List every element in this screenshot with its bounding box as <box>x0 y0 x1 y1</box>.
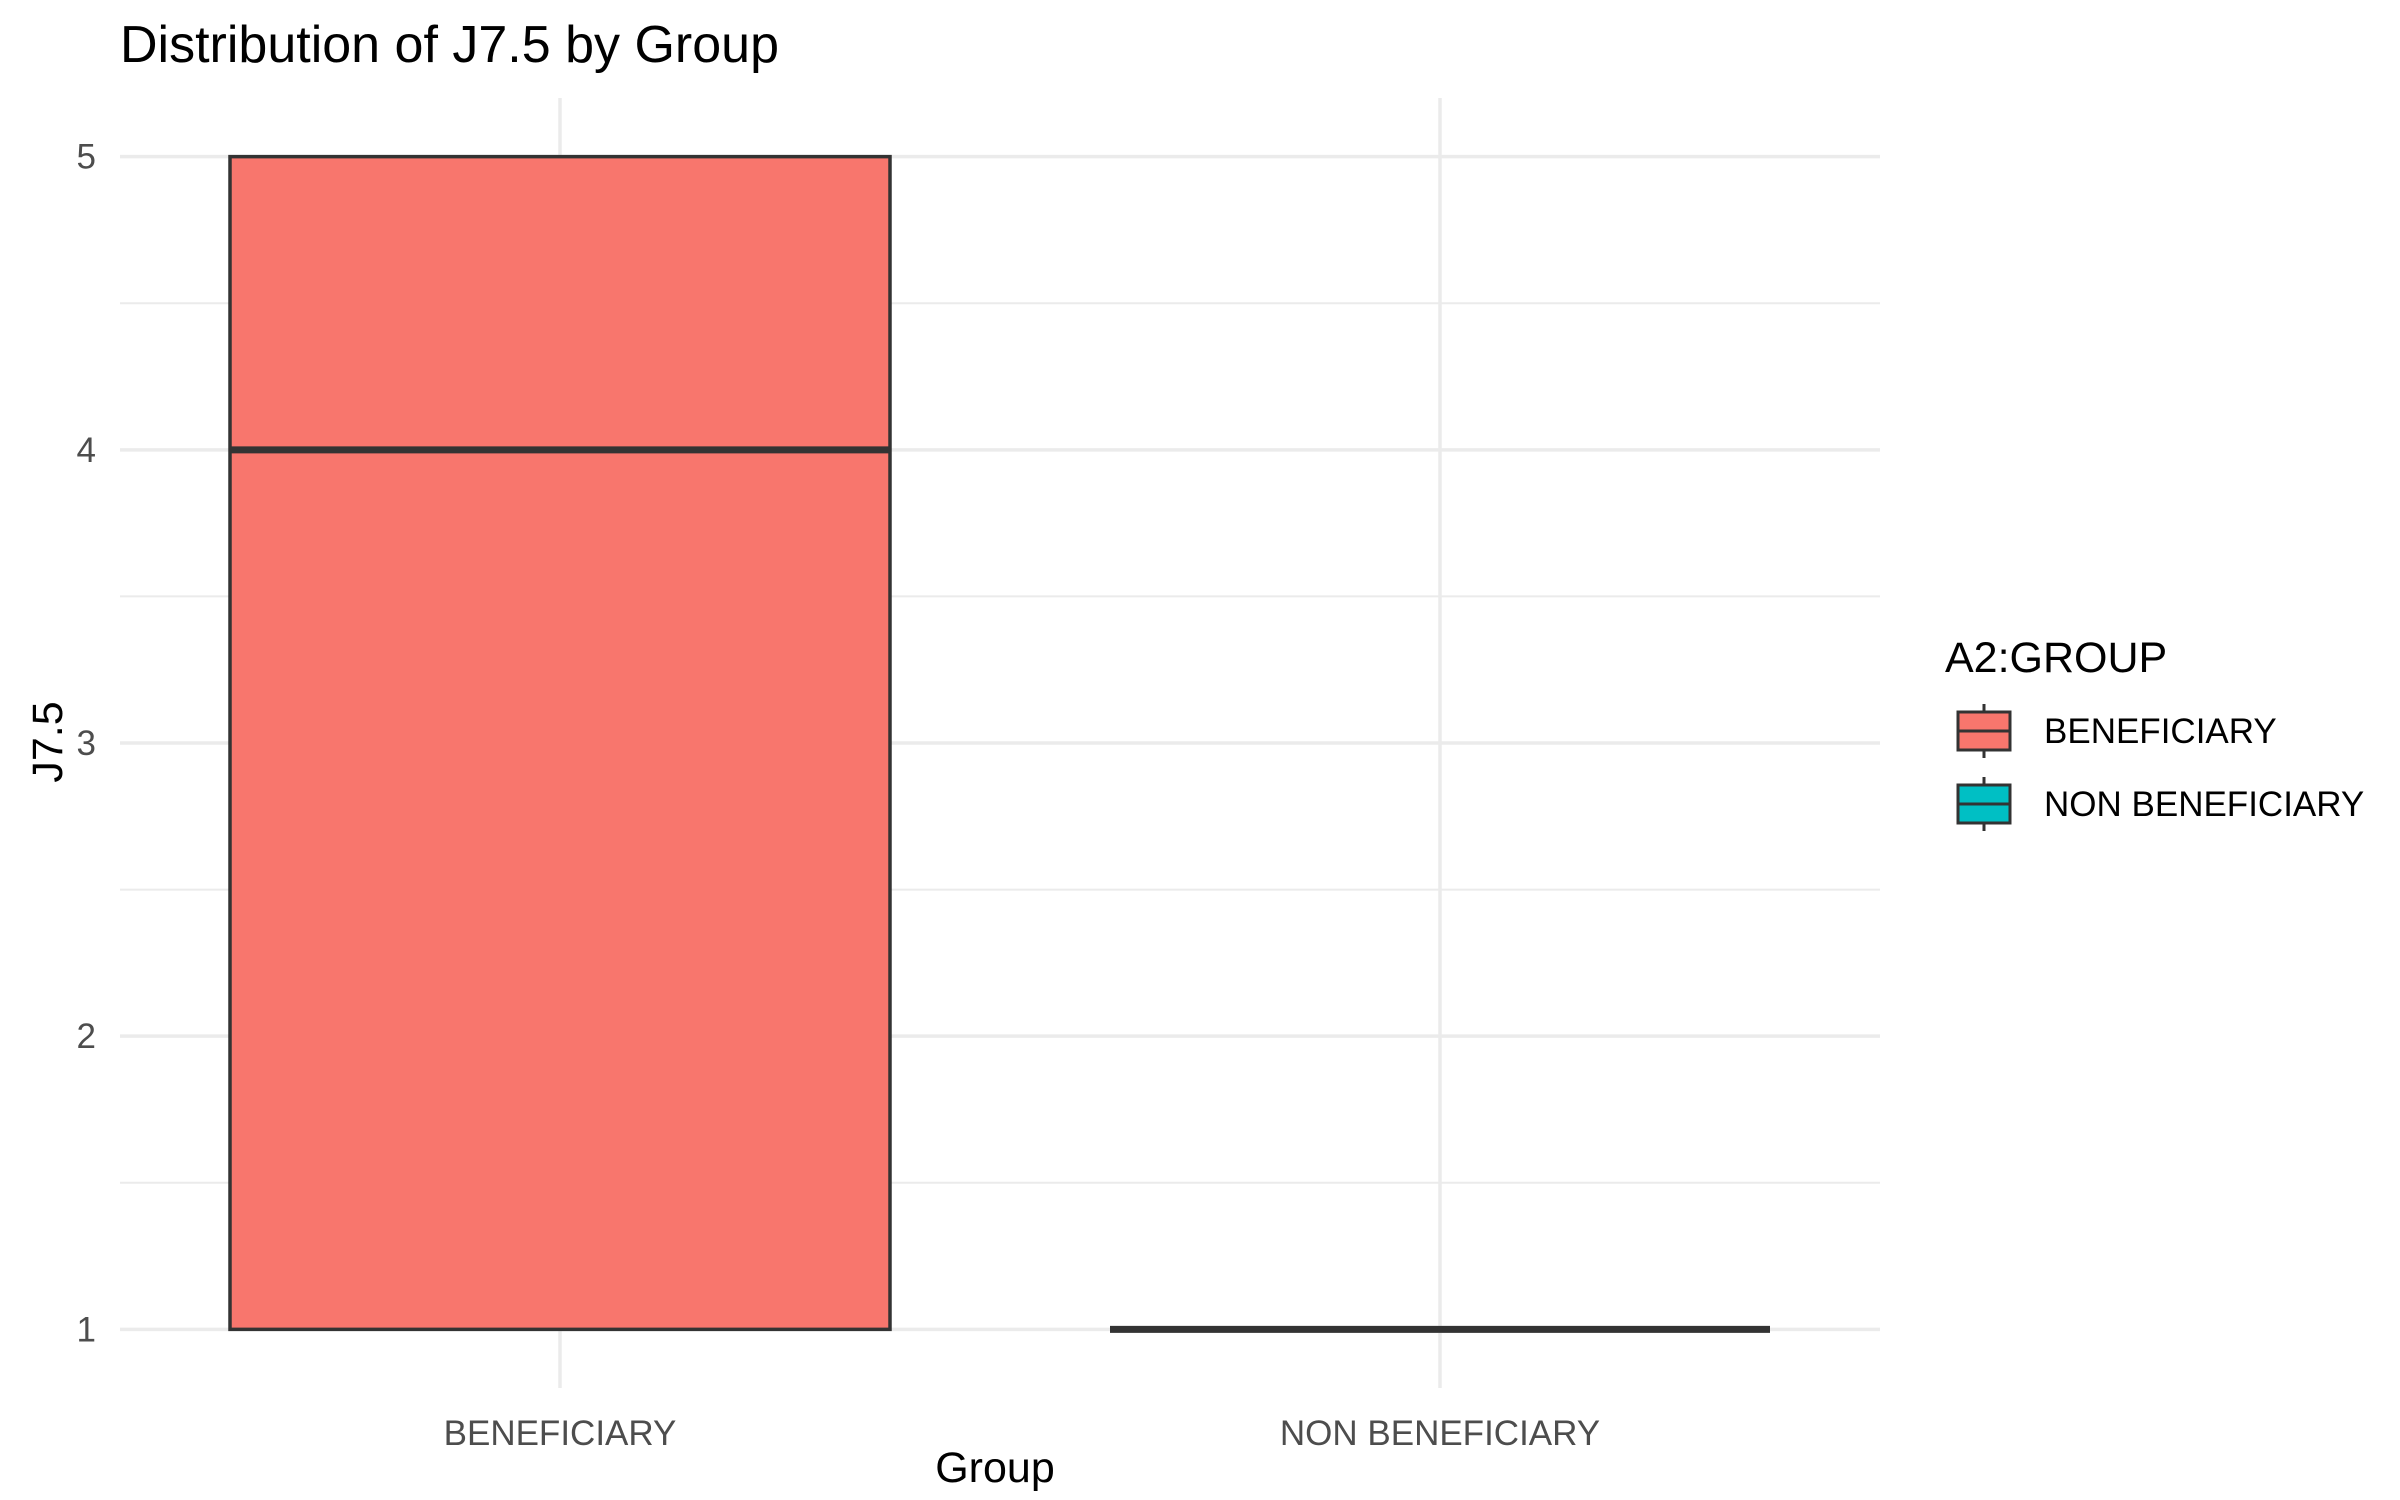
legend-item: NON BENEFICIARY <box>1956 777 2364 831</box>
y-tick-label: 4 <box>77 431 96 470</box>
chart-title: Distribution of J7.5 by Group <box>120 16 779 74</box>
legend-title: A2:GROUP <box>1945 634 2167 682</box>
legend-item: BENEFICIARY <box>1956 704 2277 758</box>
y-tick-label: 1 <box>77 1310 96 1349</box>
y-tick-label: 2 <box>77 1017 96 1056</box>
box-body <box>228 154 892 1332</box>
x-tick-labels: BENEFICIARY NON BENEFICIARY <box>444 1414 1601 1453</box>
box-beneficiary <box>228 154 892 1332</box>
legend-label: BENEFICIARY <box>2044 712 2277 751</box>
legend-items: BENEFICIARY NON BENEFICIARY <box>1956 704 2364 831</box>
legend: A2:GROUP BENEFICIARY NON BENEFICIARY <box>1945 634 2364 831</box>
x-axis-title: Group <box>935 1444 1055 1492</box>
boxes <box>228 154 1770 1333</box>
y-tick-labels: 1 2 3 4 5 <box>77 138 96 1350</box>
legend-label: NON BENEFICIARY <box>2044 785 2364 824</box>
y-axis-title: J7.5 <box>24 701 72 782</box>
y-tick-label: 5 <box>77 138 96 177</box>
x-tick-label: BENEFICIARY <box>444 1414 677 1453</box>
y-tick-label: 3 <box>77 724 96 763</box>
x-tick-label: NON BENEFICIARY <box>1280 1414 1600 1453</box>
